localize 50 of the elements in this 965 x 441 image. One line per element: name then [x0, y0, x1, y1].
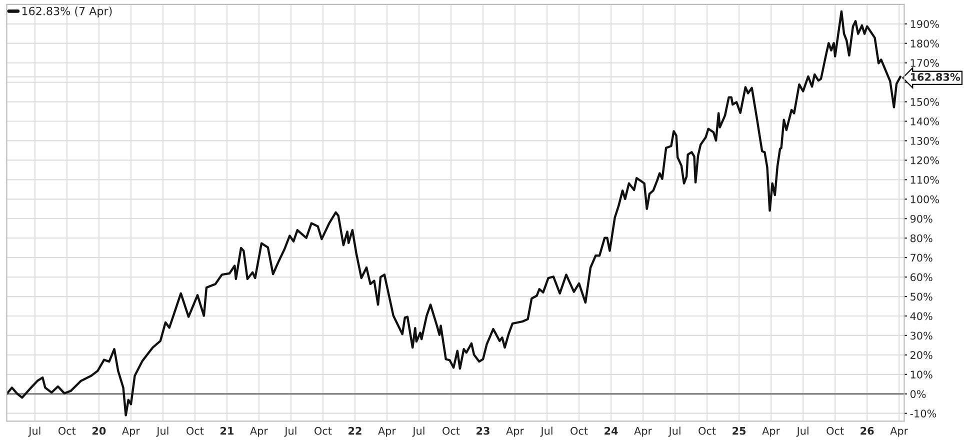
x-tick-label: 21 — [220, 426, 234, 435]
y-tick-label: 120% — [910, 156, 939, 164]
x-tick-label: Jul — [28, 426, 40, 437]
x-tick-label: Jul — [668, 426, 680, 437]
x-tick-label: Jul — [412, 426, 424, 437]
y-tick-label: 150% — [910, 98, 939, 106]
x-tick-label: Oct — [442, 426, 460, 435]
y-tick-label: 0% — [910, 390, 926, 398]
x-tick-label: Oct — [826, 426, 844, 435]
y-tick-label: 180% — [910, 40, 939, 48]
x-tick-label: Apr — [250, 427, 268, 437]
y-tick-label: 110% — [910, 176, 939, 184]
x-tick-label: Apr — [506, 427, 524, 437]
x-tick-label: Apr — [890, 427, 908, 437]
x-tick-label: Apr — [762, 427, 780, 437]
x-tick-label: 23 — [476, 426, 490, 435]
x-tick-label: Jul — [156, 426, 168, 437]
x-tick-label: 22 — [348, 426, 362, 435]
x-tick-label: Oct — [314, 426, 332, 435]
x-tick-label: 24 — [604, 426, 618, 435]
y-tick-label: 80% — [910, 234, 932, 242]
x-tick-label: Oct — [186, 426, 204, 435]
y-tick-label: 90% — [910, 214, 932, 223]
y-tick-label: 10% — [910, 370, 932, 379]
legend-label: 162.83% (7 Apr) — [22, 6, 112, 18]
y-tick-label: 140% — [910, 117, 939, 126]
x-tick-label: Jul — [540, 426, 552, 437]
x-tick-label: 26 — [860, 426, 874, 435]
y-tick-label: 170% — [910, 59, 939, 67]
y-tick-label: 190% — [910, 20, 939, 28]
y-tick-label: 162.83% — [910, 73, 960, 81]
y-tick-label: 40% — [910, 312, 932, 320]
x-tick-label: Jul — [284, 426, 296, 437]
y-tick-label: 30% — [910, 332, 932, 340]
x-tick-label: Jul — [796, 426, 808, 437]
x-tick-label: Oct — [570, 426, 588, 435]
x-tick-label: Oct — [698, 426, 716, 435]
y-tick-label: 20% — [910, 351, 932, 360]
y-tick-label: 60% — [910, 273, 932, 282]
x-tick-label: 20 — [92, 426, 106, 435]
y-tick-label: 100% — [910, 195, 939, 204]
x-tick-label: Apr — [634, 427, 652, 437]
y-tick-label: 50% — [910, 292, 932, 301]
y-tick-label: -10% — [910, 410, 936, 418]
y-tick-label: 70% — [910, 254, 932, 262]
x-tick-label: Oct — [58, 426, 76, 435]
y-tick-label: 130% — [910, 136, 939, 145]
x-tick-label: Apr — [378, 427, 396, 437]
x-tick-label: Apr — [122, 427, 140, 437]
x-tick-label: 25 — [732, 426, 746, 435]
